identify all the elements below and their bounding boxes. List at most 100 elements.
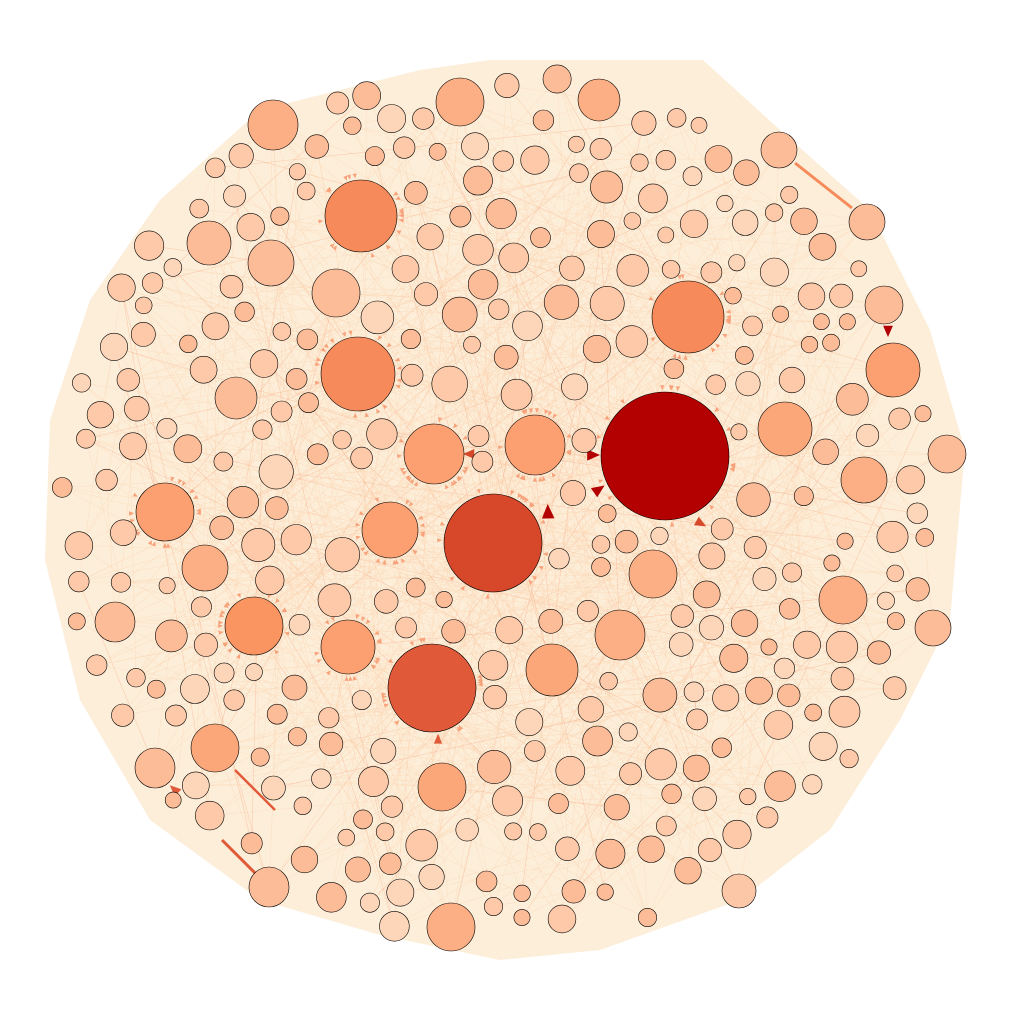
arrowhead <box>680 274 685 280</box>
node <box>760 131 798 169</box>
node <box>290 845 319 874</box>
arrowhead <box>418 638 423 644</box>
arrowhead <box>709 504 715 510</box>
edge <box>187 448 433 689</box>
node <box>808 731 838 761</box>
node <box>116 368 140 392</box>
edge <box>570 770 705 800</box>
arrowhead <box>374 497 379 503</box>
edge <box>78 369 204 546</box>
node <box>462 234 494 266</box>
edge <box>121 287 204 370</box>
arrowhead <box>650 337 656 342</box>
arrowhead <box>274 649 279 655</box>
node <box>596 883 614 901</box>
node <box>461 132 490 161</box>
edge <box>534 158 719 161</box>
arrowhead <box>355 614 360 620</box>
arrowhead <box>361 616 366 622</box>
edge <box>253 625 401 893</box>
node <box>555 755 586 786</box>
node <box>324 537 361 573</box>
node <box>850 260 868 278</box>
node <box>778 366 806 394</box>
arrowhead <box>132 492 138 497</box>
node <box>86 654 108 676</box>
arrowhead <box>129 511 134 516</box>
node <box>288 613 311 636</box>
node <box>742 315 763 337</box>
arrowhead <box>393 191 399 196</box>
node <box>249 349 279 378</box>
node <box>642 677 678 713</box>
node <box>68 612 86 631</box>
node <box>800 336 819 354</box>
node <box>548 793 569 814</box>
arrowhead <box>343 175 348 181</box>
arrowhead <box>528 579 534 585</box>
node <box>712 684 740 712</box>
node <box>597 504 617 523</box>
node <box>882 676 907 701</box>
edge <box>317 249 479 455</box>
arrowhead <box>401 470 407 476</box>
arrowhead <box>314 380 320 385</box>
edge <box>492 148 601 544</box>
node <box>808 233 837 261</box>
edge <box>235 397 850 759</box>
node <box>52 477 73 498</box>
node <box>637 835 665 863</box>
arrowhead <box>534 408 540 413</box>
edge <box>736 321 822 835</box>
arrowhead <box>725 309 731 314</box>
node <box>270 400 293 423</box>
arrowhead <box>355 535 361 540</box>
node <box>823 554 841 572</box>
arrowhead <box>607 495 613 501</box>
edge <box>78 581 156 769</box>
edge <box>328 717 571 772</box>
arrowhead <box>457 726 462 732</box>
node <box>158 577 176 595</box>
node <box>405 577 426 598</box>
node <box>782 562 802 583</box>
node <box>107 273 136 302</box>
node <box>189 355 218 384</box>
node <box>614 529 639 554</box>
node <box>732 209 759 236</box>
edge <box>676 117 734 296</box>
node <box>830 666 855 691</box>
node <box>467 269 499 300</box>
arrowhead <box>223 603 229 608</box>
arrowhead <box>677 274 682 280</box>
node <box>637 907 657 927</box>
edge <box>331 657 734 745</box>
edge <box>208 242 359 870</box>
node <box>623 212 642 230</box>
node <box>332 430 352 450</box>
edge <box>148 245 574 892</box>
arrowhead <box>342 331 346 337</box>
node <box>906 502 928 524</box>
edge <box>441 786 617 808</box>
node <box>577 600 599 622</box>
arrowhead <box>386 342 392 348</box>
edge <box>235 397 893 538</box>
edge <box>81 382 611 855</box>
edge <box>204 221 868 569</box>
arrowhead <box>715 343 721 349</box>
edge <box>335 292 845 712</box>
arrowhead <box>346 174 351 180</box>
node <box>793 630 821 659</box>
arrowhead <box>373 660 379 665</box>
edge <box>128 344 473 381</box>
node <box>730 423 748 441</box>
node <box>628 549 678 599</box>
edge <box>597 740 697 769</box>
node <box>582 334 611 363</box>
node <box>223 184 247 208</box>
arrowhead <box>412 549 418 555</box>
edge <box>316 146 359 375</box>
node <box>915 528 934 547</box>
arrowhead <box>196 511 201 516</box>
